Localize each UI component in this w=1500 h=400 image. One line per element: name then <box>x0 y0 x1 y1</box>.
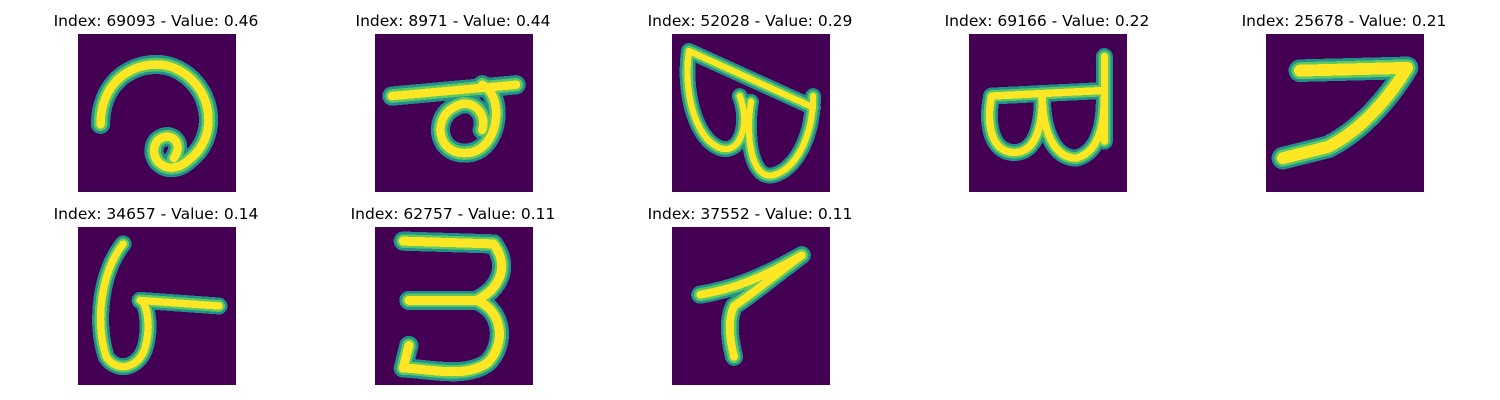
digit-image <box>672 34 830 192</box>
panel-title: Index: 62757 - Value: 0.11 <box>350 205 556 223</box>
panel-title: Index: 8971 - Value: 0.44 <box>355 12 551 30</box>
panel-title: Index: 25678 - Value: 0.21 <box>1241 12 1447 30</box>
digit-image <box>1266 34 1424 192</box>
panel-title: Index: 69093 - Value: 0.46 <box>53 12 259 30</box>
digit-panel: Index: 34657 - Value: 0.14 <box>26 205 286 390</box>
panel-title: Index: 69166 - Value: 0.22 <box>944 12 1150 30</box>
digit-panel: Index: 37552 - Value: 0.11 <box>620 205 880 390</box>
digit-panel: Index: 69166 - Value: 0.22 <box>917 12 1177 197</box>
digit-panel: Index: 62757 - Value: 0.11 <box>323 205 583 390</box>
digit-panel: Index: 52028 - Value: 0.29 <box>620 12 880 197</box>
digit-image <box>969 34 1127 192</box>
digit-image <box>78 34 236 192</box>
digit-image <box>672 227 830 385</box>
digit-panel: Index: 69093 - Value: 0.46 <box>26 12 286 197</box>
digit-panel: Index: 8971 - Value: 0.44 <box>323 12 583 197</box>
digit-image <box>375 227 533 385</box>
digit-image <box>78 227 236 385</box>
digit-image <box>375 34 533 192</box>
panel-title: Index: 37552 - Value: 0.11 <box>647 205 853 223</box>
digit-panel: Index: 25678 - Value: 0.21 <box>1214 12 1474 197</box>
panel-title: Index: 34657 - Value: 0.14 <box>53 205 259 223</box>
panel-title: Index: 52028 - Value: 0.29 <box>647 12 853 30</box>
